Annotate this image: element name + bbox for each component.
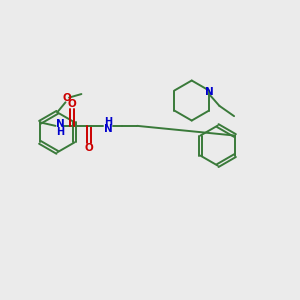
Text: O: O bbox=[62, 93, 71, 103]
Text: O: O bbox=[67, 99, 76, 109]
Text: H: H bbox=[104, 117, 112, 127]
Text: H: H bbox=[56, 127, 64, 137]
Text: N: N bbox=[104, 124, 113, 134]
Text: O: O bbox=[84, 143, 93, 153]
Text: N: N bbox=[56, 119, 64, 129]
Text: N: N bbox=[205, 87, 214, 97]
